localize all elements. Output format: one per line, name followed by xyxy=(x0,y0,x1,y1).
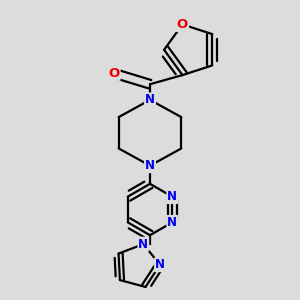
Text: N: N xyxy=(167,190,177,203)
Text: O: O xyxy=(108,67,120,80)
Text: N: N xyxy=(145,159,155,172)
Text: N: N xyxy=(155,258,165,271)
Text: N: N xyxy=(145,93,155,106)
Text: N: N xyxy=(138,238,148,250)
Text: O: O xyxy=(177,18,188,31)
Text: N: N xyxy=(167,216,177,229)
